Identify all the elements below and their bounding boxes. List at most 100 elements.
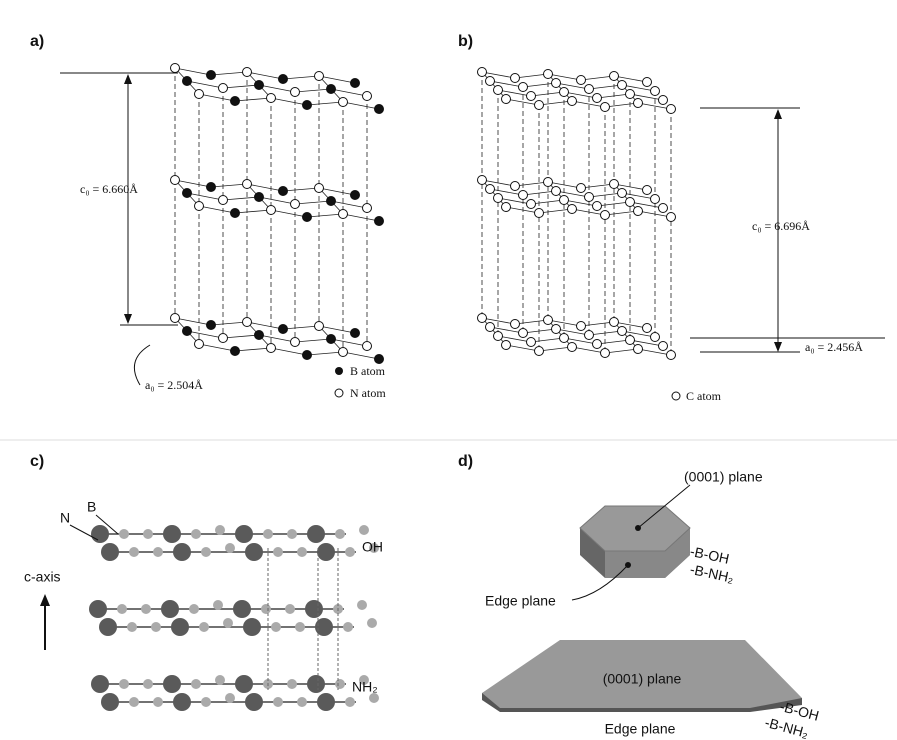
bond (547, 319, 582, 327)
atom-n (91, 675, 109, 693)
atom (559, 87, 569, 97)
atom (218, 333, 228, 343)
bond (547, 181, 582, 189)
atom-b (199, 622, 209, 632)
atom-b (189, 604, 199, 614)
atom-n (99, 618, 117, 636)
plane-label: Edge plane (605, 721, 676, 737)
atom-b (359, 525, 369, 535)
atom (194, 339, 204, 349)
atom (551, 186, 561, 196)
atom (625, 89, 635, 99)
atom (650, 194, 660, 204)
atom-b (287, 529, 297, 539)
atom (510, 319, 520, 329)
bond (538, 100, 573, 106)
atom-b (345, 697, 355, 707)
bond (342, 101, 380, 110)
atom-n (101, 693, 119, 711)
bond (580, 321, 615, 327)
atom (501, 202, 511, 212)
atom (534, 346, 544, 356)
panel-label: b) (458, 33, 473, 50)
atom (518, 328, 528, 338)
bond (222, 196, 260, 201)
bond (629, 201, 664, 209)
atom-b (119, 679, 129, 689)
atom (350, 78, 360, 88)
bond (222, 84, 260, 89)
bond (571, 208, 606, 216)
atom-b (271, 622, 281, 632)
atom-n (235, 675, 253, 693)
bond (306, 101, 344, 106)
bond (306, 351, 344, 356)
bond (522, 190, 557, 196)
atom (666, 212, 676, 222)
atom (254, 330, 264, 340)
atom (600, 348, 610, 358)
dimension-label: a₀ = 2.504Å (145, 378, 203, 392)
atom-b (117, 604, 127, 614)
bond (580, 183, 615, 189)
atom (609, 317, 619, 327)
bond (621, 84, 656, 92)
atom (194, 201, 204, 211)
atom-b (129, 547, 139, 557)
atom-b (295, 622, 305, 632)
bond (174, 317, 212, 326)
atom-n (91, 525, 109, 543)
bond (497, 197, 532, 205)
bond (571, 100, 606, 108)
atom-b (215, 675, 225, 685)
atom (350, 328, 360, 338)
atom (600, 102, 610, 112)
legend-symbol (334, 388, 344, 398)
atom-b (153, 697, 163, 707)
atom-b (191, 529, 201, 539)
atom (633, 98, 643, 108)
dimension-label: c₀ = 6.696Å (752, 219, 810, 233)
atom (658, 341, 668, 351)
arrow-head (40, 594, 50, 606)
axis-label: c-axis (24, 569, 61, 585)
atom (576, 321, 586, 331)
bond (530, 337, 565, 343)
atom (493, 85, 503, 95)
bond (282, 187, 320, 192)
atom (242, 67, 252, 77)
bond (318, 75, 356, 84)
atom (278, 324, 288, 334)
atom-label: B (87, 499, 96, 515)
atom (350, 190, 360, 200)
atom (290, 337, 300, 347)
atom (559, 195, 569, 205)
bond (186, 330, 224, 339)
bond (330, 200, 368, 209)
atom (170, 313, 180, 323)
atom (518, 82, 528, 92)
bond (294, 338, 332, 343)
atom (633, 344, 643, 354)
atom-n (307, 675, 325, 693)
bond (505, 344, 540, 352)
atom (617, 326, 627, 336)
atom (278, 74, 288, 84)
atom (510, 73, 520, 83)
bond (489, 188, 524, 196)
bond (186, 192, 224, 201)
atom (362, 91, 372, 101)
bond (588, 84, 623, 90)
leader (69, 524, 99, 541)
atom (584, 192, 594, 202)
bond (571, 346, 606, 354)
atom-b (127, 622, 137, 632)
leader (571, 564, 629, 601)
bond (481, 317, 516, 325)
bond (282, 325, 320, 330)
panel-label: d) (458, 453, 473, 470)
leader (637, 484, 691, 529)
atom-b (369, 693, 379, 703)
atom-n (245, 543, 263, 561)
